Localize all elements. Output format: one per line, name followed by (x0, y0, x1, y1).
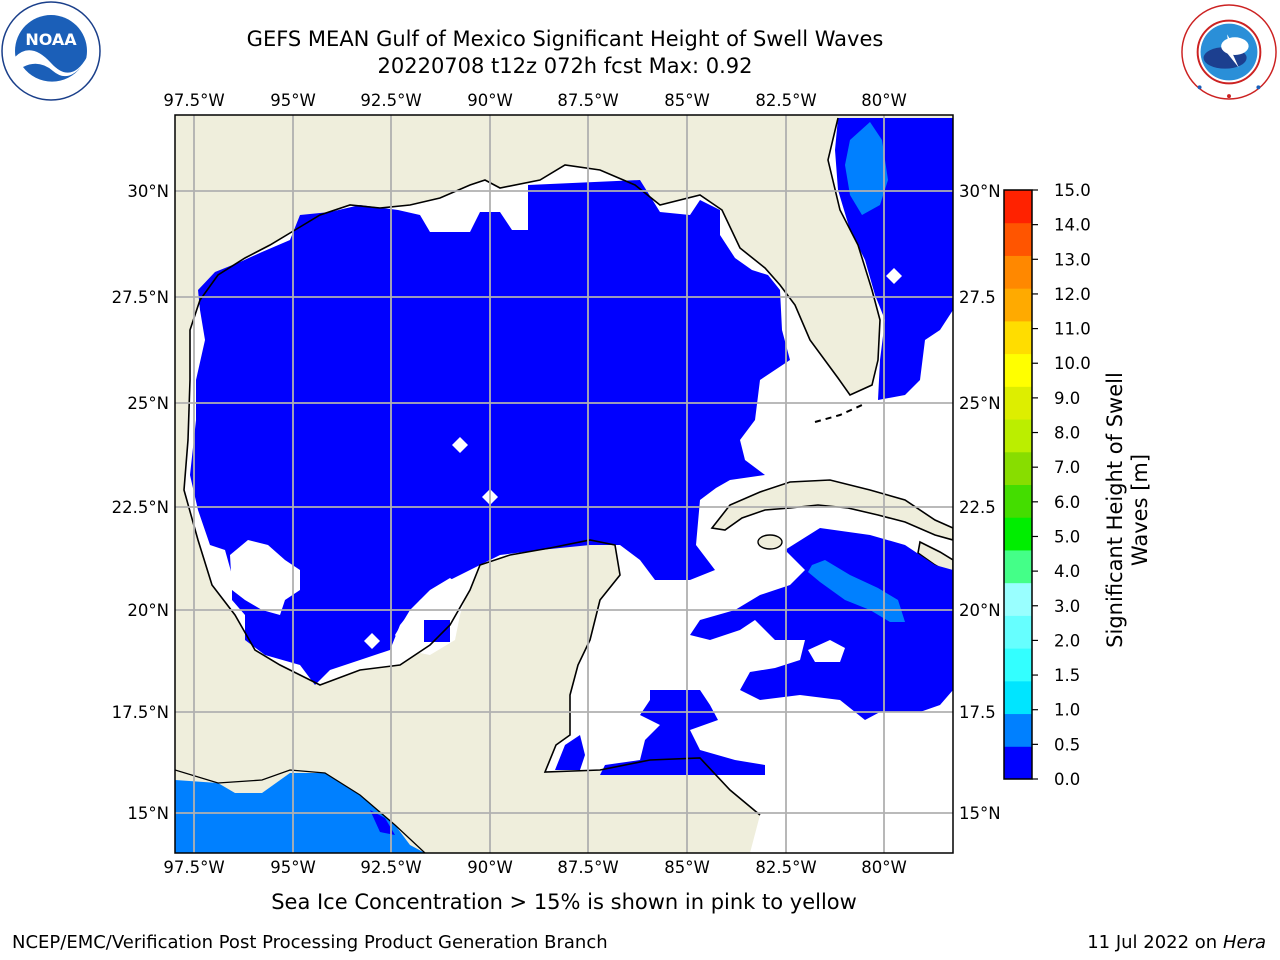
colorbar-tick-label: 0.0 (1054, 770, 1080, 789)
colorbar-tick-label: 8.0 (1054, 424, 1080, 443)
lat-label: 30°N (959, 182, 1001, 201)
lat-label: 17.5 (959, 703, 996, 722)
colorbar-tick-label: 15.0 (1054, 181, 1091, 200)
lon-label: 95°W (270, 858, 316, 877)
lat-labels-left: 30°N 27.5°N 25°N 22.5°N 20°N 17.5°N 15°N (112, 182, 169, 823)
colorbar-segment (1004, 549, 1032, 584)
date-host-text: 11 Jul 2022 on Hera (1087, 932, 1266, 953)
colorbar-segment (1004, 517, 1032, 551)
lon-labels-top: 97.5°W 95°W 92.5°W 90°W 87.5°W 85°W 82.5… (163, 91, 906, 110)
colorbar-segment (1004, 190, 1032, 224)
lat-label: 25°N (127, 394, 169, 413)
lon-label: 97.5°W (163, 858, 224, 877)
colorbar-tick-label: 9.0 (1054, 389, 1080, 408)
lon-label: 82.5°W (755, 858, 816, 877)
noaa-logo-text: NOAA (25, 30, 77, 49)
colorbar-tick-label: 11.0 (1054, 320, 1091, 339)
sea-ice-note: Sea Ice Concentration > 15% is shown in … (271, 890, 857, 914)
colorbar-tick-label: 7.0 (1054, 458, 1080, 477)
colorbar-segment (1004, 713, 1032, 747)
lon-label: 92.5°W (360, 858, 421, 877)
colorbar-segment (1004, 680, 1032, 715)
lon-label: 82.5°W (755, 91, 816, 110)
credit-text: NCEP/EMC/Verification Post Processing Pr… (12, 932, 608, 953)
colorbar-tick-label: 12.0 (1054, 285, 1091, 304)
colorbar-segment (1004, 255, 1032, 289)
nws-logo-icon (1181, 4, 1277, 100)
lon-label: 90°W (467, 91, 513, 110)
map-frame (174, 114, 954, 854)
colorbar-segment (1004, 419, 1032, 453)
colorbar-tick-label: 3.0 (1054, 597, 1080, 616)
colorbar-tick-label: 6.0 (1054, 493, 1080, 512)
colorbar-tick-label: 5.0 (1054, 527, 1080, 546)
colorbar-segment (1004, 353, 1032, 387)
colorbar-tick-label: 1.5 (1054, 666, 1080, 685)
colorbar-segment (1004, 386, 1032, 420)
colorbar-title: Significant Height of Swell Waves [m] (1103, 372, 1152, 648)
land-north-america (175, 115, 953, 853)
colorbar-tick-label: 10.0 (1054, 354, 1091, 373)
lat-label: 15°N (959, 804, 1001, 823)
colorbar-segment (1004, 484, 1032, 518)
lon-label: 87.5°W (557, 91, 618, 110)
lat-label: 25°N (959, 394, 1001, 413)
colorbar-tick-label: 0.5 (1054, 735, 1080, 754)
colorbar-segment (1004, 746, 1032, 780)
lat-label: 20°N (127, 601, 169, 620)
colorbar-tick-label: 13.0 (1054, 250, 1091, 269)
lat-labels-right: 30°N 27.5 25°N 22.5 20°N 17.5 15°N (959, 182, 1001, 823)
lat-label: 27.5 (959, 288, 996, 307)
colorbar-segment (1004, 320, 1032, 355)
forecast-subtitle: 20220708 t12z 072h fcst Max: 0.92 (377, 54, 753, 78)
land-cuba (710, 479, 953, 541)
lon-label: 80°W (861, 858, 907, 877)
colorbar-tick-label: 2.0 (1054, 631, 1080, 650)
colorbar-tick-label: 4.0 (1054, 562, 1080, 581)
lon-label: 95°W (270, 91, 316, 110)
lon-label: 92.5°W (360, 91, 421, 110)
lat-label: 15°N (127, 804, 169, 823)
noaa-logo-icon: NOAA (1, 1, 101, 101)
colorbar-segment (1004, 222, 1032, 256)
lon-label: 85°W (664, 858, 710, 877)
lat-label: 22.5 (959, 498, 996, 517)
lat-label: 20°N (959, 601, 1001, 620)
lat-label: 30°N (127, 182, 169, 201)
lon-label: 87.5°W (557, 858, 618, 877)
lon-label: 80°W (861, 91, 907, 110)
map-title: GEFS MEAN Gulf of Mexico Significant Hei… (246, 27, 884, 51)
lon-label: 90°W (467, 858, 513, 877)
colorbar-segment (1004, 648, 1032, 682)
lon-labels-bottom: 97.5°W 95°W 92.5°W 90°W 87.5°W 85°W 82.5… (163, 858, 906, 877)
colorbar-frame (1003, 189, 1033, 780)
colorbar-tick-label: 14.0 (1054, 216, 1091, 235)
colorbar-tick-label: 1.0 (1054, 701, 1080, 720)
lat-label: 17.5°N (112, 703, 169, 722)
lon-label: 97.5°W (163, 91, 224, 110)
lat-label: 22.5°N (112, 498, 169, 517)
colorbar-segment (1004, 615, 1032, 649)
colorbar-segment (1004, 288, 1032, 322)
lon-label: 85°W (664, 91, 710, 110)
colorbar-segment (1004, 451, 1032, 485)
graticule (175, 115, 953, 853)
colorbar-segment (1004, 582, 1032, 616)
lat-label: 27.5°N (112, 288, 169, 307)
colorbar: 0.0 0.5 1.0 1.5 2.0 3.0 4.0 5.0 6.0 7.0 8.0 9.0 10.0… (1003, 181, 1091, 789)
